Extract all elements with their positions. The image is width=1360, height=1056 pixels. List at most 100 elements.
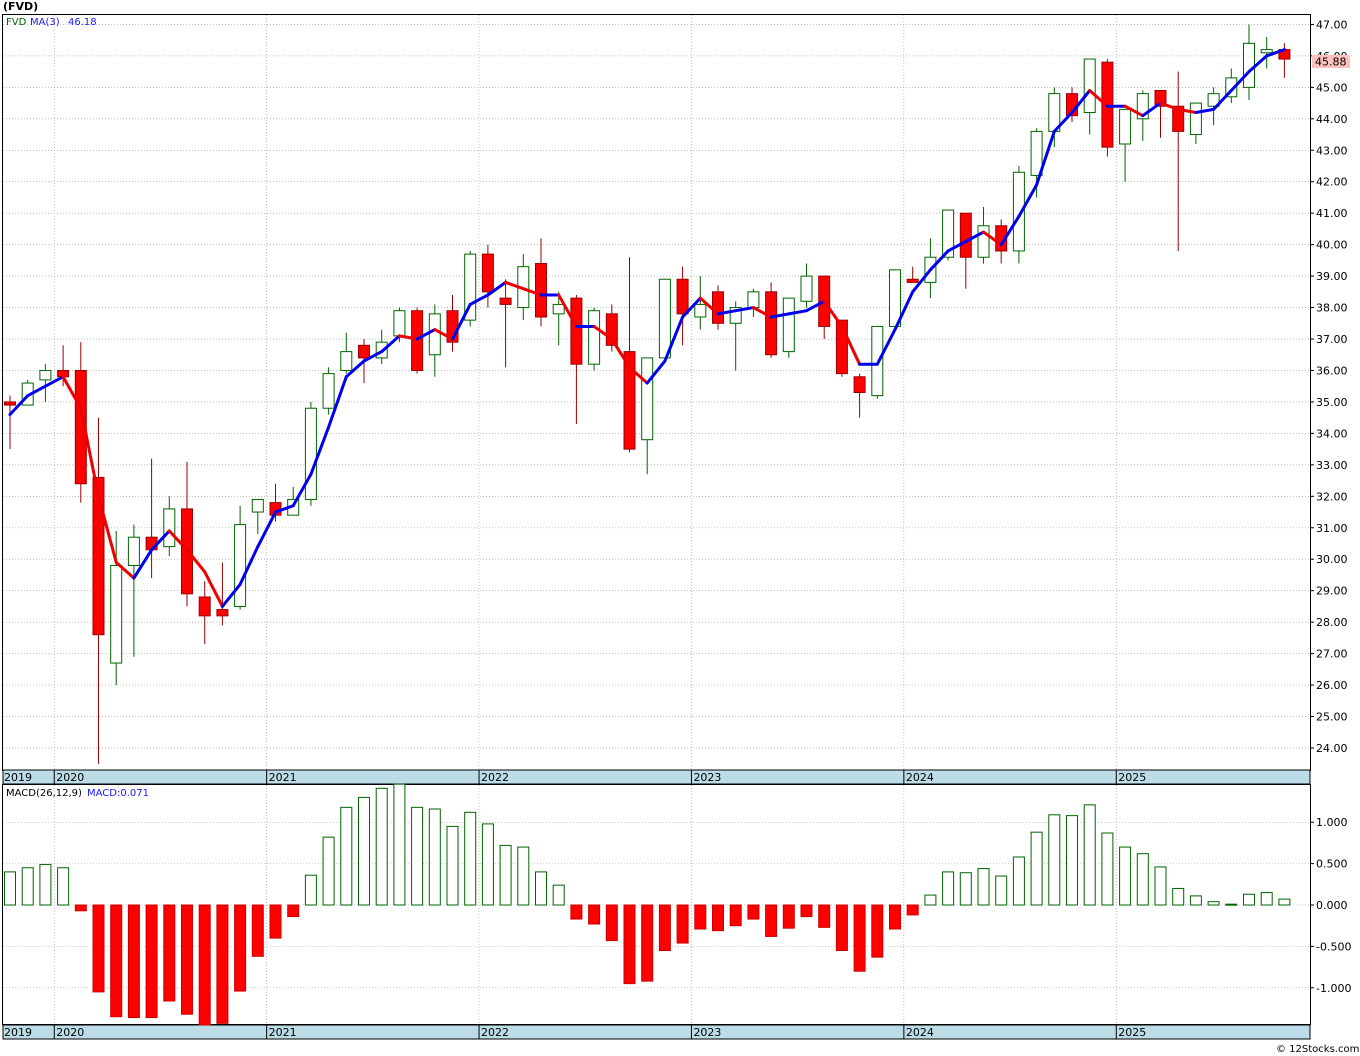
ma-segment xyxy=(1017,183,1039,218)
macd-bar-positive xyxy=(39,863,52,906)
candle-up xyxy=(1136,93,1149,120)
watermark: © 12Stocks.com xyxy=(1276,1044,1359,1055)
macd-bar-negative xyxy=(889,904,901,930)
candle-up xyxy=(729,307,742,324)
ma-segment xyxy=(716,309,738,316)
candle-up xyxy=(127,536,140,567)
macd-y-tick-label: -1.000 xyxy=(1316,982,1351,995)
candle-up xyxy=(1243,42,1255,88)
macd-bar-negative xyxy=(181,904,193,1015)
macd-bar-negative xyxy=(641,904,654,982)
ma-segment xyxy=(911,268,932,294)
macd-bar-positive xyxy=(1154,866,1167,906)
macd-year-label: 2025 xyxy=(1118,1026,1146,1039)
price-year-label: 2025 xyxy=(1118,771,1146,784)
macd-bar-positive xyxy=(1207,901,1220,906)
macd-bar-negative xyxy=(747,904,760,920)
macd-bar-negative xyxy=(269,904,282,939)
macd-bar-positive xyxy=(464,811,477,906)
price-year-labels: 2019 2020 2021 2022 2023 2024 2025 xyxy=(4,770,1146,784)
price-y-tick-label: 42.00 xyxy=(1316,176,1348,189)
ma-segment xyxy=(486,280,508,297)
macd-bar-positive xyxy=(375,787,388,906)
ma-segment xyxy=(397,334,419,341)
macd-bar-positive xyxy=(995,875,1008,906)
macd-y-tick-label: 0.500 xyxy=(1316,858,1348,871)
macd-bar-positive xyxy=(1083,804,1096,906)
macd-bar-positive xyxy=(959,872,972,906)
candle-down xyxy=(535,263,547,318)
price-y-tick-label: 26.00 xyxy=(1316,679,1348,692)
ma-segment xyxy=(185,548,207,574)
ma-segment xyxy=(309,425,331,476)
ma-segment xyxy=(150,529,171,552)
candle-up xyxy=(747,291,760,309)
macd-bar-negative xyxy=(694,904,707,930)
price-year-label: 2020 xyxy=(56,771,84,784)
macd-bar-negative xyxy=(251,904,264,957)
candle-down xyxy=(481,253,494,293)
ma-segment xyxy=(769,312,791,319)
macd-bar-negative xyxy=(818,904,831,928)
candle-down xyxy=(499,297,512,305)
candle-up xyxy=(234,524,247,607)
macd-bar-positive xyxy=(446,825,459,906)
macd-bar-negative xyxy=(287,904,300,918)
macd-bar-negative xyxy=(216,904,229,1024)
macd-bar-positive xyxy=(1101,832,1114,906)
moving-average-line xyxy=(8,48,1286,608)
macd-bar-positive xyxy=(1048,814,1061,906)
price-gridlines xyxy=(3,15,1310,770)
macd-y-tick-label: 1.000 xyxy=(1316,816,1348,829)
ma-segment xyxy=(380,334,401,354)
price-y-tick-label: 30.00 xyxy=(1316,553,1348,566)
macd-bar-positive xyxy=(1172,887,1185,906)
ma-segment xyxy=(1141,101,1162,118)
macd-year-label: 2019 xyxy=(4,1026,32,1039)
candle-down xyxy=(835,319,848,375)
ma-segment xyxy=(274,504,295,514)
candle-down xyxy=(1172,105,1185,132)
candle-down xyxy=(92,476,105,636)
macd-legend-value: MACD:0.071 xyxy=(87,788,149,799)
macd-bar-negative xyxy=(92,904,105,993)
macd-bar-positive xyxy=(1243,893,1255,906)
candle-up xyxy=(800,275,813,302)
candle-up xyxy=(1030,130,1043,176)
candle-up xyxy=(1225,77,1238,98)
candle-down xyxy=(74,369,87,485)
ma-segment xyxy=(698,296,720,316)
price-year-label: 2021 xyxy=(269,771,297,784)
macd-bar-positive xyxy=(428,808,441,906)
macd-bar-positive xyxy=(1225,903,1238,906)
ma-segment xyxy=(592,324,614,341)
macd-bar-positive xyxy=(4,871,16,906)
macd-histogram xyxy=(4,783,1291,1026)
candle-up xyxy=(322,373,335,409)
ma-segment xyxy=(628,365,649,385)
ma-segment xyxy=(1035,129,1056,187)
ma-segment xyxy=(734,306,755,313)
candle-up xyxy=(588,310,601,365)
macd-year-label: 2021 xyxy=(269,1026,297,1039)
price-year-label: 2022 xyxy=(481,771,509,784)
ma-segment xyxy=(1194,107,1216,115)
macd-bar-positive xyxy=(358,796,370,906)
ma-segment xyxy=(928,249,950,272)
candle-up xyxy=(1189,102,1202,136)
macd-legend-label: MACD(26,12,9) xyxy=(6,788,82,799)
price-date-axis-band xyxy=(2,769,1311,785)
macd-bar-positive xyxy=(340,806,353,906)
macd-year-labels: 2019 2020 2021 2022 2023 2024 2025 xyxy=(4,1025,1146,1039)
ma-segment xyxy=(663,315,685,363)
ma-segment xyxy=(557,293,578,328)
price-y-tick-label: 43.00 xyxy=(1316,144,1348,157)
candle-up xyxy=(1083,58,1096,114)
ma-segment xyxy=(521,287,543,297)
macd-bar-negative xyxy=(198,904,211,1026)
price-y-tick-label: 47.00 xyxy=(1316,18,1348,31)
ma-segment xyxy=(504,280,525,291)
macd-bar-negative xyxy=(853,904,866,972)
macd-bar-negative xyxy=(800,904,813,918)
macd-bar-positive xyxy=(481,823,494,906)
